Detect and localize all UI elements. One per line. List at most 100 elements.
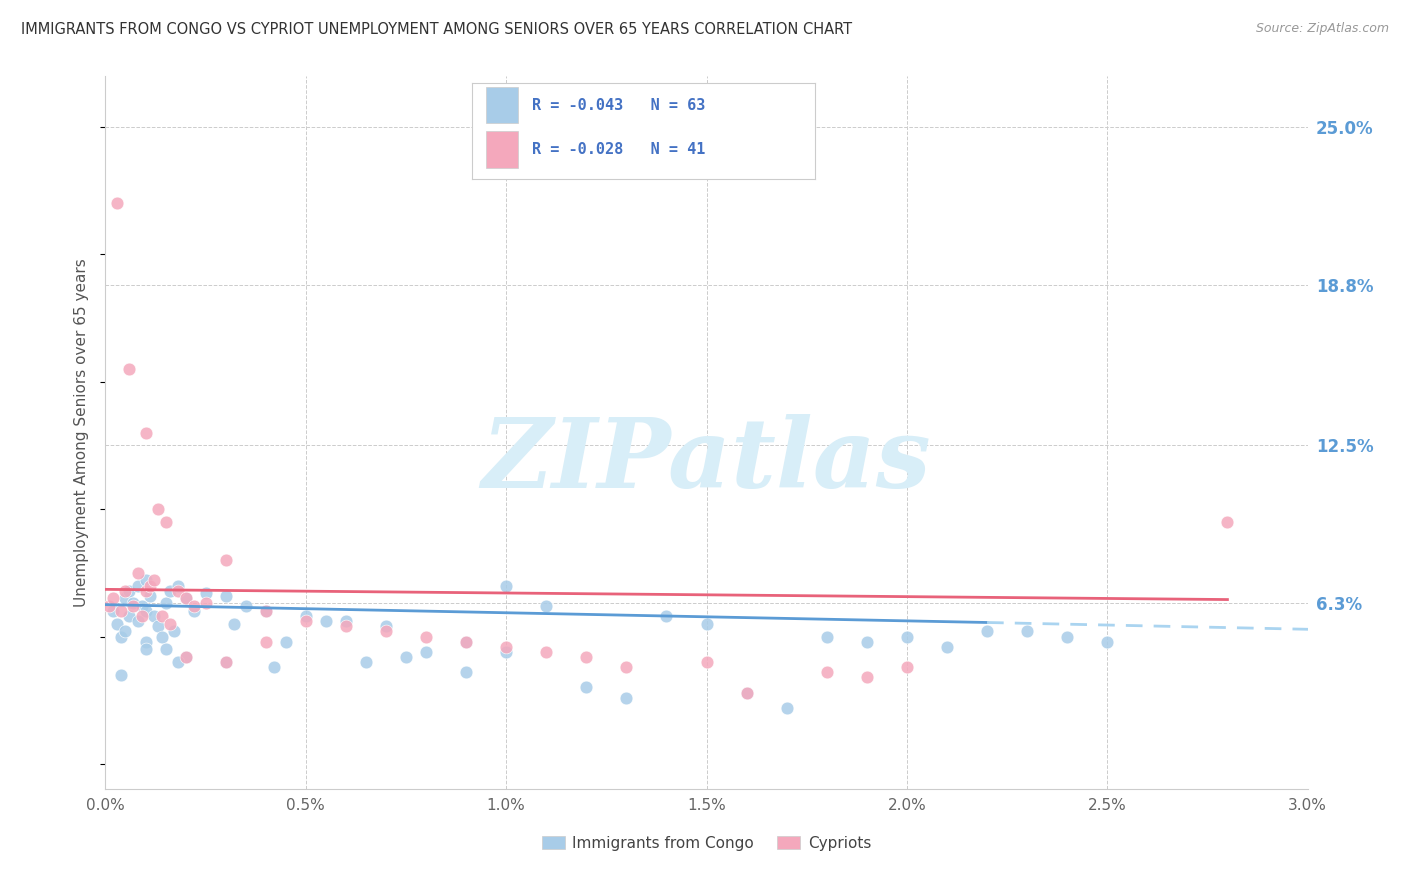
Point	[142, 609, 165, 624]
Point	[98, 599, 121, 613]
Point	[114, 583, 136, 598]
Point	[495, 645, 517, 659]
Point	[335, 614, 357, 628]
Point	[114, 624, 136, 639]
Point	[194, 586, 217, 600]
Point	[107, 196, 129, 211]
Point	[222, 616, 245, 631]
Point	[166, 583, 188, 598]
Point	[174, 591, 197, 606]
Point	[103, 604, 125, 618]
Point	[183, 604, 205, 618]
Point	[110, 604, 132, 618]
Point	[936, 640, 959, 654]
Point	[155, 642, 177, 657]
Point	[235, 599, 257, 613]
Point	[776, 701, 799, 715]
Point	[166, 578, 188, 592]
Point	[454, 634, 477, 648]
Point	[254, 604, 277, 618]
Point	[855, 634, 877, 648]
Point	[374, 619, 398, 633]
Point	[135, 425, 157, 440]
Point	[135, 642, 157, 657]
Point	[166, 655, 188, 669]
Legend: Immigrants from Congo, Cypriots: Immigrants from Congo, Cypriots	[536, 830, 877, 856]
Point	[855, 670, 877, 684]
Y-axis label: Unemployment Among Seniors over 65 years: Unemployment Among Seniors over 65 years	[75, 259, 90, 607]
Point	[295, 614, 318, 628]
Text: IMMIGRANTS FROM CONGO VS CYPRIOT UNEMPLOYMENT AMONG SENIORS OVER 65 YEARS CORREL: IMMIGRANTS FROM CONGO VS CYPRIOT UNEMPLO…	[21, 22, 852, 37]
Point	[495, 578, 517, 592]
Point	[174, 591, 197, 606]
Point	[655, 609, 678, 624]
Point	[616, 660, 638, 674]
Point	[146, 502, 169, 516]
Point	[135, 574, 157, 588]
Point	[103, 591, 125, 606]
Point	[183, 599, 205, 613]
Point	[254, 604, 277, 618]
Point	[295, 609, 318, 624]
Point	[976, 624, 998, 639]
Point	[214, 655, 236, 669]
Point	[575, 649, 598, 664]
Point	[896, 660, 918, 674]
Point	[214, 655, 236, 669]
Point	[1017, 624, 1039, 639]
Point	[118, 583, 141, 598]
Point	[395, 649, 418, 664]
Point	[110, 667, 132, 681]
Point	[815, 630, 838, 644]
Point	[374, 624, 398, 639]
Point	[142, 574, 165, 588]
Point	[138, 578, 160, 592]
Point	[214, 553, 236, 567]
Point	[335, 619, 357, 633]
Point	[138, 589, 160, 603]
Point	[118, 362, 141, 376]
Point	[354, 655, 377, 669]
Point	[131, 599, 153, 613]
Point	[127, 614, 149, 628]
Point	[454, 665, 477, 680]
Point	[696, 655, 718, 669]
Point	[454, 634, 477, 648]
Point	[254, 634, 277, 648]
Point	[616, 690, 638, 705]
Point	[174, 649, 197, 664]
Point	[735, 685, 758, 699]
Point	[159, 583, 181, 598]
Point	[815, 665, 838, 680]
Point	[263, 660, 285, 674]
Point	[274, 634, 297, 648]
Point	[174, 649, 197, 664]
Point	[1097, 634, 1119, 648]
Point	[415, 630, 437, 644]
Point	[135, 634, 157, 648]
Point	[1056, 630, 1078, 644]
Point	[146, 619, 169, 633]
Point	[1216, 515, 1239, 529]
Point	[159, 616, 181, 631]
Point	[127, 578, 149, 592]
Point	[534, 645, 557, 659]
Point	[155, 515, 177, 529]
Point	[896, 630, 918, 644]
Point	[122, 599, 145, 613]
Point	[194, 596, 217, 610]
Point	[150, 630, 173, 644]
Point	[122, 596, 145, 610]
Point	[575, 681, 598, 695]
Text: ZIPatlas: ZIPatlas	[482, 414, 931, 508]
Point	[214, 589, 236, 603]
Point	[127, 566, 149, 580]
Point	[131, 609, 153, 624]
Point	[696, 616, 718, 631]
Point	[162, 624, 184, 639]
Point	[118, 609, 141, 624]
Point	[114, 591, 136, 606]
Point	[107, 616, 129, 631]
Point	[155, 596, 177, 610]
Point	[315, 614, 337, 628]
